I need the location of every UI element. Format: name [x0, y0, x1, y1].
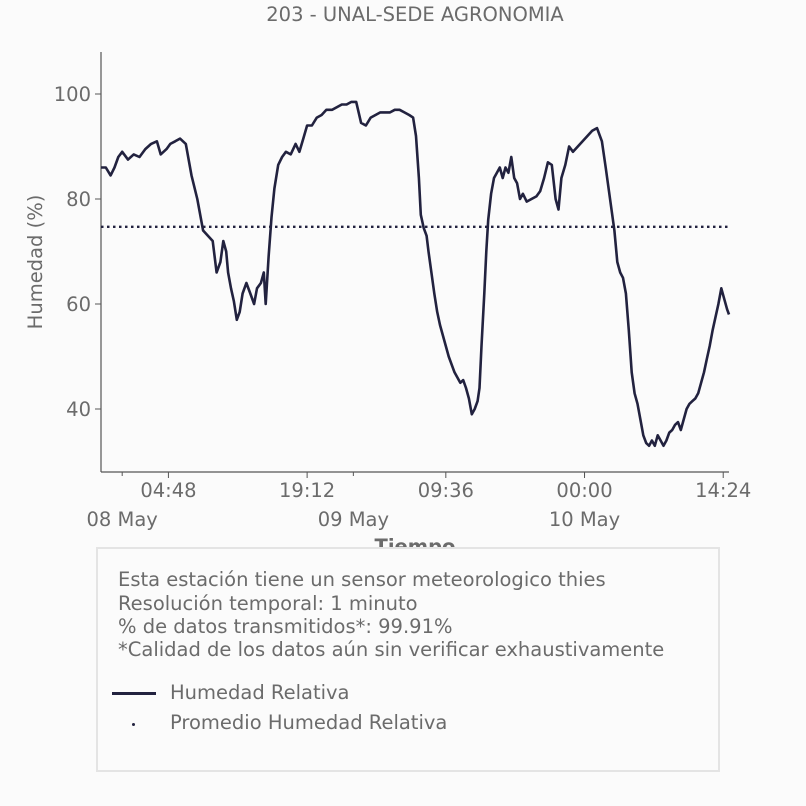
legend-line-swatch [112, 692, 156, 695]
info-line-resolution: Resolución temporal: 1 minuto [118, 592, 418, 615]
x-date-label: 10 May [549, 508, 620, 531]
x-axis-date-labels: 08 May 09 May 10 May [87, 472, 620, 531]
x-date-label: 08 May [87, 508, 158, 531]
x-tick-label: 04:48 [140, 479, 196, 502]
x-tick-label: 09:36 [418, 479, 474, 502]
info-line-quality: *Calidad de los datos aún sin verificar … [118, 638, 665, 661]
series-humedad-relativa [101, 100, 731, 448]
legend-dot-swatch [132, 723, 135, 726]
y-axis-ticks: 40 60 80 100 [54, 83, 101, 421]
y-tick-label: 60 [66, 293, 91, 316]
x-date-label: 09 May [318, 508, 389, 531]
chart-title: 203 - UNAL-SEDE AGRONOMIA [266, 3, 564, 26]
x-tick-label: 14:24 [695, 479, 751, 502]
x-tick-label: 19:12 [279, 479, 335, 502]
x-tick-label: 00:00 [556, 479, 612, 502]
legend-label-humedad: Humedad Relativa [170, 681, 350, 704]
y-tick-label: 100 [54, 83, 91, 106]
x-axis-ticks: 04:48 19:12 09:36 00:00 14:24 [140, 472, 751, 502]
info-line-sensor: Esta estación tiene un sensor meteorolog… [118, 568, 606, 591]
y-tick-label: 80 [66, 188, 91, 211]
y-tick-label: 40 [66, 398, 91, 421]
info-legend-box: Esta estación tiene un sensor meteorolog… [96, 547, 720, 772]
legend-label-promedio: Promedio Humedad Relativa [170, 711, 448, 734]
info-line-transmitted: % de datos transmitidos*: 99.91% [118, 615, 453, 638]
y-axis-label: Humedad (%) [24, 195, 47, 330]
